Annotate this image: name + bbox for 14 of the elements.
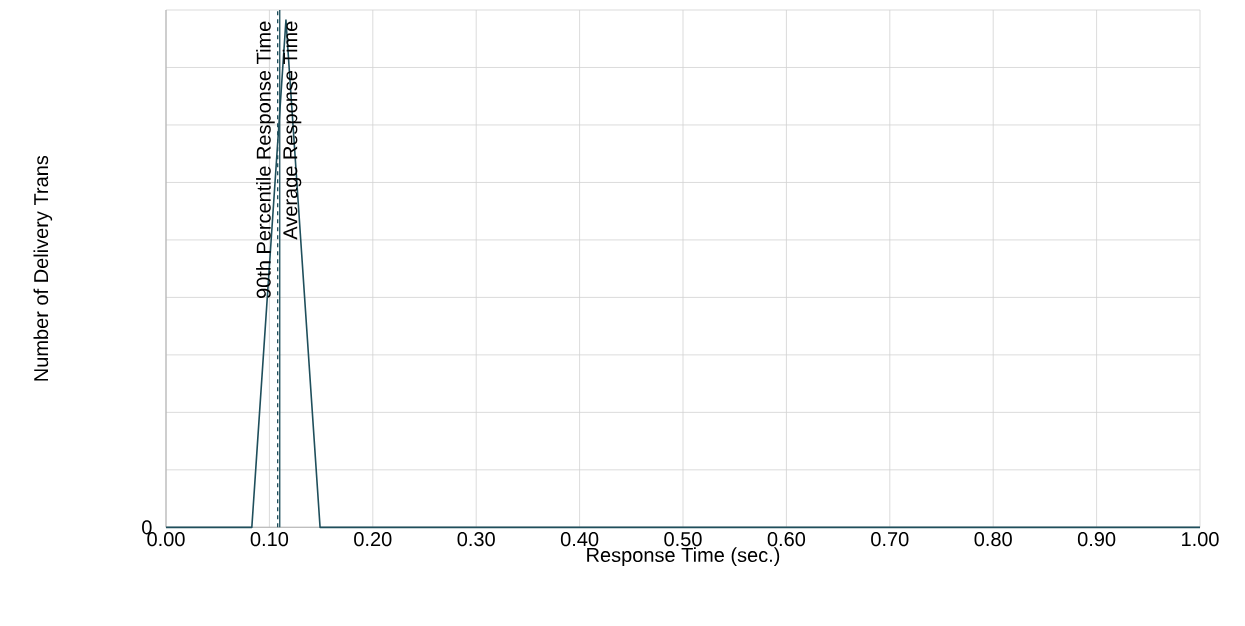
x-tick-label: 0.80 (974, 532, 1012, 547)
x-tick-label: 0.40 (560, 532, 599, 547)
ref-line-label: Average Response Time (282, 21, 302, 240)
x-tick-label: 0.30 (457, 532, 495, 547)
x-tick-label: 0.20 (354, 532, 392, 547)
x-tick-label: 0.90 (1077, 532, 1116, 547)
ref-line-label: 90th Percentile Response Time (256, 21, 275, 299)
y-axis-title: Number of Delivery Trans (33, 155, 53, 381)
x-tick-label: 0.60 (767, 532, 806, 547)
x-axis-title: Response Time (sec.) (587, 547, 780, 566)
x-tick-label: 0.50 (664, 532, 702, 547)
x-tick-label: 0.70 (871, 532, 909, 547)
x-tick-label: 0.10 (250, 532, 289, 547)
x-tick-label: 1.00 (1182, 532, 1219, 547)
